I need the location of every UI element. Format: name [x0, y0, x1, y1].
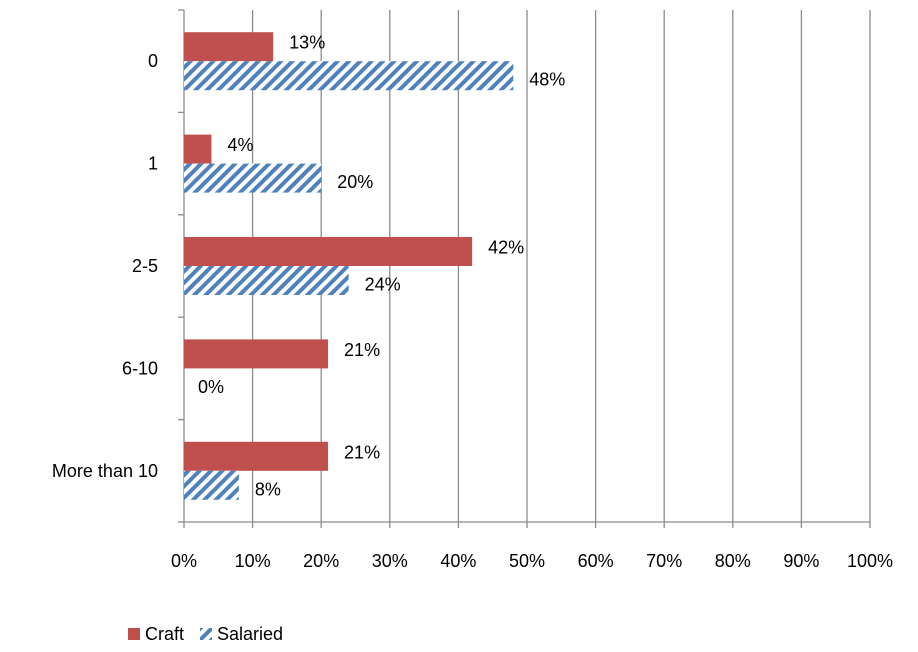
legend: Craft Salaried — [128, 624, 283, 644]
x-tick-label: 20% — [303, 551, 339, 571]
bar-craft — [184, 339, 329, 369]
category-label: More than 10 — [52, 461, 158, 481]
data-label-craft: 42% — [488, 238, 524, 258]
x-tick-label: 50% — [509, 551, 545, 571]
data-label-craft: 13% — [289, 33, 325, 53]
legend-swatch-craft — [128, 628, 140, 640]
gridlines — [251, 10, 871, 522]
legend-label-craft: Craft — [145, 624, 184, 644]
category-label: 1 — [148, 154, 158, 174]
x-tick-label: 60% — [578, 551, 614, 571]
bar-salaried — [184, 470, 239, 500]
axes: 0% 10% 20% 30% 40% 50% 60% 70% 80% 90% 100% — [171, 9, 893, 571]
x-tick-label: 70% — [646, 551, 682, 571]
category-label: 6-10 — [122, 358, 158, 378]
data-label-salaried: 0% — [198, 377, 224, 397]
x-tick-label: 30% — [372, 551, 408, 571]
labels: 0 13% 48% 1 4% 20% 2-5 42% 24% 6-10 21% 0% More than… — [52, 33, 565, 500]
x-tick-label: 10% — [235, 551, 271, 571]
category-label: 0 — [148, 51, 158, 71]
legend-label-salaried: Salaried — [217, 624, 283, 644]
data-label-salaried: 20% — [337, 172, 373, 192]
x-tick-label: 0% — [171, 551, 197, 571]
bar-craft — [184, 32, 274, 62]
x-tick-label: 100% — [847, 551, 893, 571]
bars — [184, 32, 514, 500]
x-tick-label: 90% — [783, 551, 819, 571]
data-label-craft: 21% — [344, 442, 380, 462]
legend-swatch-salaried — [200, 628, 212, 640]
bar-salaried — [184, 61, 514, 91]
data-label-craft: 4% — [227, 135, 253, 155]
bar-salaried — [184, 266, 349, 295]
category-label: 2-5 — [132, 256, 158, 276]
bar-craft — [184, 134, 212, 164]
data-label-salaried: 48% — [529, 70, 565, 90]
data-label-salaried: 24% — [365, 275, 401, 295]
x-tick-label: 40% — [440, 551, 476, 571]
bar-craft — [184, 441, 329, 471]
data-label-craft: 21% — [344, 340, 380, 360]
data-label-salaried: 8% — [255, 479, 281, 499]
bar-salaried — [184, 163, 322, 193]
x-tick-label: 80% — [715, 551, 751, 571]
bar-craft — [184, 237, 473, 266]
